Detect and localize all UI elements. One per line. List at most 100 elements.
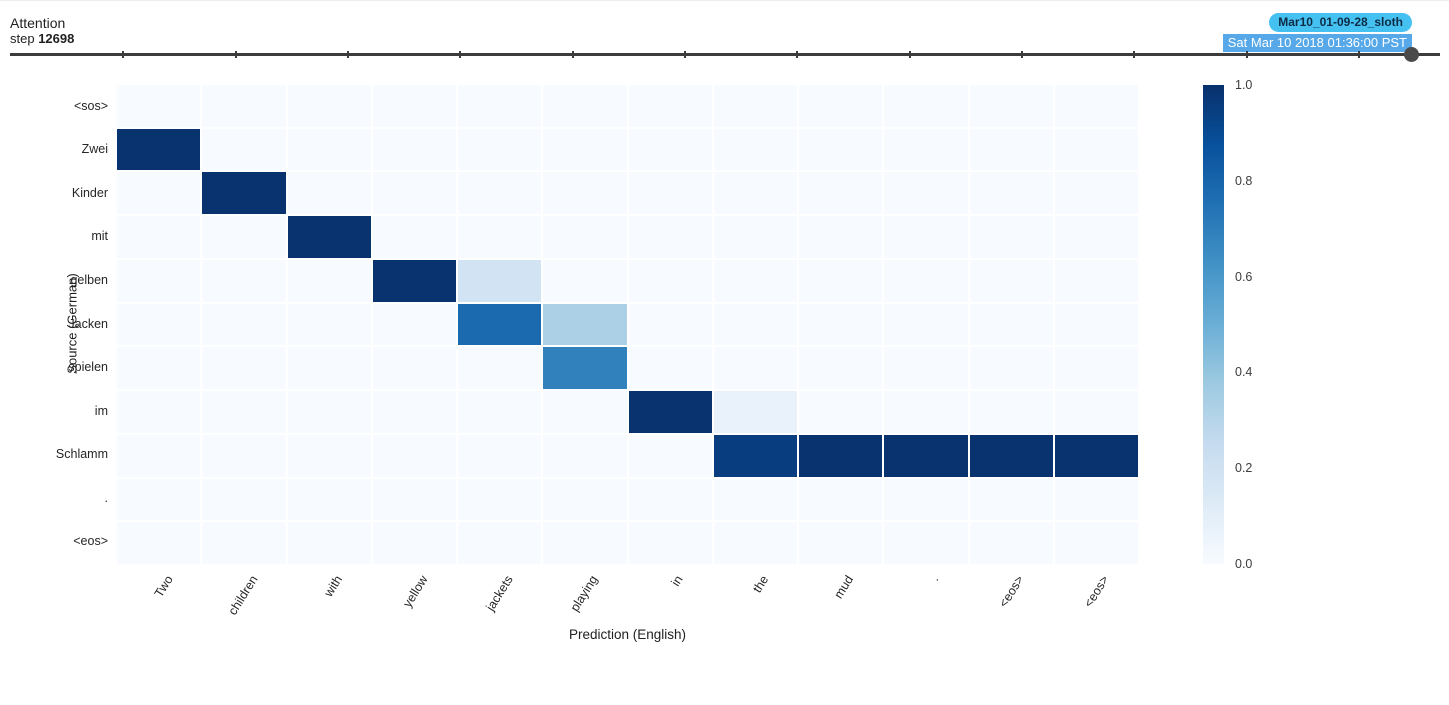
heatmap-cell <box>287 259 371 302</box>
heatmap-cell <box>117 259 201 302</box>
heatmap-cell <box>799 347 883 390</box>
heatmap-cell <box>458 522 542 564</box>
step-readout: step 12698 <box>10 31 74 46</box>
heatmap-cell <box>543 259 627 302</box>
heatmap-cell <box>458 128 542 171</box>
y-tick-label: Zwei <box>81 142 108 157</box>
heatmap-cell <box>884 85 968 127</box>
heatmap-cell <box>458 172 542 215</box>
heatmap-cell <box>287 347 371 390</box>
heatmap-cell <box>202 172 286 215</box>
colorbar-tick-label: 0.4 <box>1235 365 1253 380</box>
heatmap-cell <box>202 434 286 477</box>
slider-tick <box>1020 51 1023 58</box>
slider-tick <box>796 51 799 58</box>
x-tick-label: <eos> <box>1081 573 1112 610</box>
heatmap-cell <box>202 216 286 258</box>
slider-tick <box>1133 51 1136 58</box>
x-tick-label: . <box>927 573 942 584</box>
heatmap-cell <box>628 303 712 346</box>
run-name-badge: Mar10_01-09-28_sloth <box>1269 13 1412 32</box>
heatmap-cell <box>543 478 627 521</box>
heatmap-cell <box>117 478 201 521</box>
heatmap-cell <box>1054 522 1138 564</box>
heatmap-cell <box>287 303 371 346</box>
heatmap-cell <box>799 259 883 302</box>
heatmap-cell <box>1054 259 1138 302</box>
heatmap-cell <box>884 434 968 477</box>
heatmap-cell <box>372 259 456 302</box>
heatmap-cell <box>713 128 797 171</box>
colorbar-tick-label: 0.6 <box>1235 269 1253 284</box>
heatmap-cell <box>372 216 456 258</box>
slider-tick <box>1357 51 1360 58</box>
heatmap-cell <box>1054 303 1138 346</box>
x-tick-label: children <box>225 573 261 618</box>
heatmap-cell <box>458 85 542 127</box>
heatmap-cell <box>884 303 968 346</box>
y-tick-label: Schlamm <box>55 447 108 462</box>
timestamp-badge: Sat Mar 10 2018 01:36:00 PST <box>1222 34 1412 52</box>
heatmap-cell <box>372 434 456 477</box>
heatmap-cell <box>969 347 1053 390</box>
x-tick-label: jackets <box>483 573 516 614</box>
heatmap-cell <box>372 522 456 564</box>
heatmap-cell <box>202 347 286 390</box>
heatmap-cell <box>117 347 201 390</box>
heatmap-cell <box>628 85 712 127</box>
x-tick-label: the <box>749 573 771 596</box>
slider-track[interactable] <box>10 53 1440 56</box>
heatmap-cell <box>117 522 201 564</box>
heatmap-cell <box>287 172 371 215</box>
y-tick-label: gelben <box>70 272 108 287</box>
heatmap-cell <box>458 303 542 346</box>
slider-tick <box>346 51 349 58</box>
y-tick-label: spielen <box>68 360 108 375</box>
y-tick-label: Jacken <box>68 316 108 331</box>
heatmap-cell <box>543 128 627 171</box>
heatmap-cell <box>713 391 797 433</box>
colorbar-tick-label: 0.8 <box>1235 173 1253 188</box>
heatmap-cell <box>713 522 797 564</box>
heatmap-cell <box>372 128 456 171</box>
heatmap-cell <box>799 303 883 346</box>
heatmap-cell <box>628 347 712 390</box>
heatmap-cell <box>969 303 1053 346</box>
heatmap-cell <box>799 434 883 477</box>
heatmap-cell <box>969 216 1053 258</box>
attention-heatmap-plot: Source (German) <sos> Zwei Kinder mit gelben… <box>0 65 1449 705</box>
heatmap-cell <box>969 522 1053 564</box>
heatmap-cell <box>1054 216 1138 258</box>
heatmap-cell <box>628 128 712 171</box>
heatmap-cell <box>202 259 286 302</box>
heatmap-grid <box>117 85 1138 564</box>
heatmap-cell <box>713 172 797 215</box>
slider-thumb[interactable] <box>1404 47 1420 62</box>
heatmap-cell <box>628 172 712 215</box>
heatmap-cell <box>884 347 968 390</box>
heatmap-cell <box>287 478 371 521</box>
step-value: 12698 <box>38 31 75 46</box>
heatmap-cell <box>884 259 968 302</box>
heatmap-cell <box>543 216 627 258</box>
heatmap-cell <box>372 347 456 390</box>
heatmap-cell <box>117 216 201 258</box>
heatmap-cell <box>799 85 883 127</box>
heatmap-cell <box>287 85 371 127</box>
heatmap-cell <box>458 259 542 302</box>
heatmap-cell <box>884 216 968 258</box>
heatmap-cell <box>458 347 542 390</box>
slider-tick <box>908 51 911 58</box>
y-tick-label: . <box>104 490 108 505</box>
heatmap-cell <box>713 259 797 302</box>
heatmap-cell <box>713 85 797 127</box>
heatmap-cell <box>969 172 1053 215</box>
heatmap-cell <box>1054 434 1138 477</box>
slider-tick <box>1245 51 1248 58</box>
heatmap-cell <box>884 172 968 215</box>
colorbar-tick-label: 0.0 <box>1235 557 1253 571</box>
run-info: Mar10_01-09-28_sloth Sat Mar 10 2018 01:… <box>1222 13 1412 52</box>
heatmap-cell <box>543 522 627 564</box>
step-slider[interactable] <box>0 45 1449 65</box>
heatmap-cell <box>458 434 542 477</box>
